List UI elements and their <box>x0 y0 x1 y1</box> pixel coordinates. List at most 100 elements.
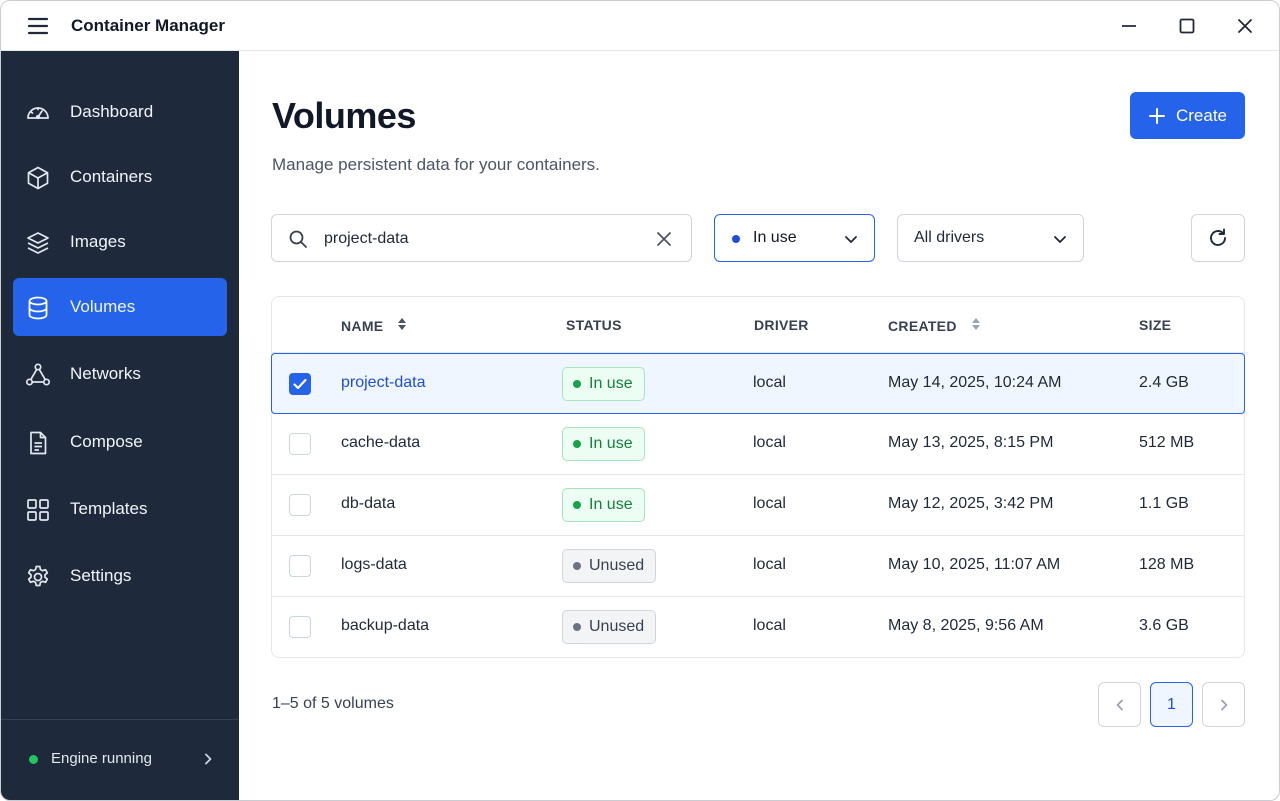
status-badge: Unused <box>562 610 657 644</box>
create-button-label: Create <box>1175 105 1228 125</box>
driver-filter-value: All drivers <box>914 229 985 246</box>
status-badge: In use <box>562 367 645 401</box>
row-checkbox[interactable] <box>289 433 311 455</box>
column-header-created[interactable]: CREATED <box>888 317 981 334</box>
sidebar-item-images[interactable]: Images <box>13 213 227 271</box>
maximize-button[interactable] <box>1167 11 1207 41</box>
sidebar-item-label: Containers <box>70 167 153 186</box>
search-input[interactable] <box>324 227 644 251</box>
status-badge: In use <box>562 427 645 461</box>
sidebar-item-label: Settings <box>70 566 132 585</box>
volume-name-link[interactable]: project-data <box>341 374 426 391</box>
sidebar-item-volumes[interactable]: Volumes <box>13 278 227 336</box>
menu-icon[interactable] <box>25 15 53 37</box>
clear-search-icon[interactable] <box>654 229 674 254</box>
volume-name[interactable]: logs-data <box>341 556 407 573</box>
layers-icon <box>25 230 51 256</box>
column-header-created-label: CREATED <box>888 317 957 334</box>
sidebar-item-settings[interactable]: Settings <box>13 547 227 605</box>
driver-cell: local <box>753 556 786 573</box>
sidebar-item-compose[interactable]: Compose <box>13 413 227 471</box>
sort-icon <box>971 317 981 334</box>
sidebar-item-dashboard[interactable]: Dashboard <box>13 83 227 141</box>
column-header-size: SIZE <box>1139 317 1172 333</box>
volume-name[interactable]: db-data <box>341 495 396 512</box>
minimize-button[interactable] <box>1109 11 1149 41</box>
column-header-name[interactable]: NAME <box>341 317 407 334</box>
created-cell: May 8, 2025, 9:56 AM <box>888 617 1044 634</box>
status-badge-label: Unused <box>589 557 645 574</box>
size-cell: 512 MB <box>1139 434 1195 451</box>
size-cell: 3.6 GB <box>1139 617 1189 634</box>
search-field[interactable] <box>271 214 692 262</box>
table-row[interactable]: project-data In use local May 14, 2025, … <box>271 353 1245 414</box>
driver-filter-dropdown[interactable]: All drivers <box>897 214 1084 262</box>
status-badge-label: In use <box>589 375 633 392</box>
page-title: Volumes <box>272 95 416 136</box>
row-checkbox[interactable] <box>289 616 311 638</box>
plus-icon <box>1148 107 1165 124</box>
sidebar-item-label: Templates <box>70 499 148 518</box>
created-cell: May 14, 2025, 10:24 AM <box>888 374 1062 391</box>
minimize-icon <box>1122 25 1136 27</box>
status-badge-label: In use <box>589 435 633 452</box>
table-row[interactable]: logs-data Unused local May 10, 2025, 11:… <box>272 536 1244 597</box>
status-filter-dot <box>732 235 740 243</box>
driver-cell: local <box>753 495 786 512</box>
row-checkbox[interactable] <box>289 494 311 516</box>
create-button[interactable]: Create <box>1130 92 1245 139</box>
table-row[interactable]: db-data In use local May 12, 2025, 3:42 … <box>272 475 1244 536</box>
created-cell: May 10, 2025, 11:07 AM <box>888 556 1061 573</box>
sort-icon <box>397 317 407 334</box>
table-row[interactable]: cache-data In use local May 13, 2025, 8:… <box>272 414 1244 475</box>
page-1-button[interactable]: 1 <box>1150 682 1193 727</box>
status-filter-value: In use <box>753 229 797 246</box>
chevron-down-icon <box>1052 231 1068 252</box>
dashboard-icon <box>25 100 51 126</box>
status-filter-dropdown[interactable]: In use <box>714 214 875 262</box>
row-checkbox[interactable] <box>289 555 311 577</box>
column-header-driver: DRIVER <box>754 317 809 333</box>
status-badge: In use <box>562 488 645 522</box>
table-row[interactable]: backup-data Unused local May 8, 2025, 9:… <box>272 597 1244 658</box>
sidebar-item-templates[interactable]: Templates <box>13 480 227 538</box>
sidebar: Dashboard Containers Images Volumes Netw… <box>1 51 239 800</box>
app-title: Container Manager <box>71 16 225 35</box>
column-header-name-label: NAME <box>341 317 384 334</box>
engine-status-dot <box>29 755 38 764</box>
sidebar-item-containers[interactable]: Containers <box>13 148 227 206</box>
created-cell: May 12, 2025, 3:42 PM <box>888 495 1054 512</box>
volume-name[interactable]: backup-data <box>341 617 430 634</box>
gear-icon <box>25 564 51 590</box>
size-cell: 1.1 GB <box>1139 495 1189 512</box>
size-cell: 2.4 GB <box>1139 374 1189 391</box>
grid-icon <box>25 497 51 523</box>
close-icon <box>1238 19 1252 33</box>
engine-status[interactable]: Engine running <box>17 739 223 779</box>
volumes-table: NAME STATUS DRIVER CREATED SIZE project-… <box>271 296 1245 658</box>
driver-cell: local <box>753 617 786 634</box>
sidebar-item-networks[interactable]: Networks <box>13 345 227 403</box>
sidebar-divider <box>1 719 239 720</box>
refresh-button[interactable] <box>1191 214 1245 262</box>
engine-status-label: Engine running <box>51 750 152 767</box>
row-checkbox[interactable] <box>289 373 311 395</box>
maximize-icon <box>1179 18 1195 34</box>
sidebar-item-label: Compose <box>70 432 143 451</box>
table-header: NAME STATUS DRIVER CREATED SIZE <box>272 297 1244 353</box>
database-icon <box>25 295 51 321</box>
previous-page-button[interactable] <box>1098 682 1141 727</box>
driver-cell: local <box>753 434 786 451</box>
column-header-status: STATUS <box>566 317 622 333</box>
close-button[interactable] <box>1225 11 1265 41</box>
next-page-button[interactable] <box>1202 682 1245 727</box>
document-icon <box>25 430 51 456</box>
sidebar-item-label: Dashboard <box>70 102 154 121</box>
checkmark-icon <box>293 378 307 390</box>
page-subtitle: Manage persistent data for your containe… <box>272 155 600 174</box>
volume-name[interactable]: cache-data <box>341 434 421 451</box>
sidebar-item-label: Images <box>70 232 126 251</box>
pagination-summary: 1–5 of 5 volumes <box>272 695 394 712</box>
sidebar-item-label: Volumes <box>70 297 136 316</box>
